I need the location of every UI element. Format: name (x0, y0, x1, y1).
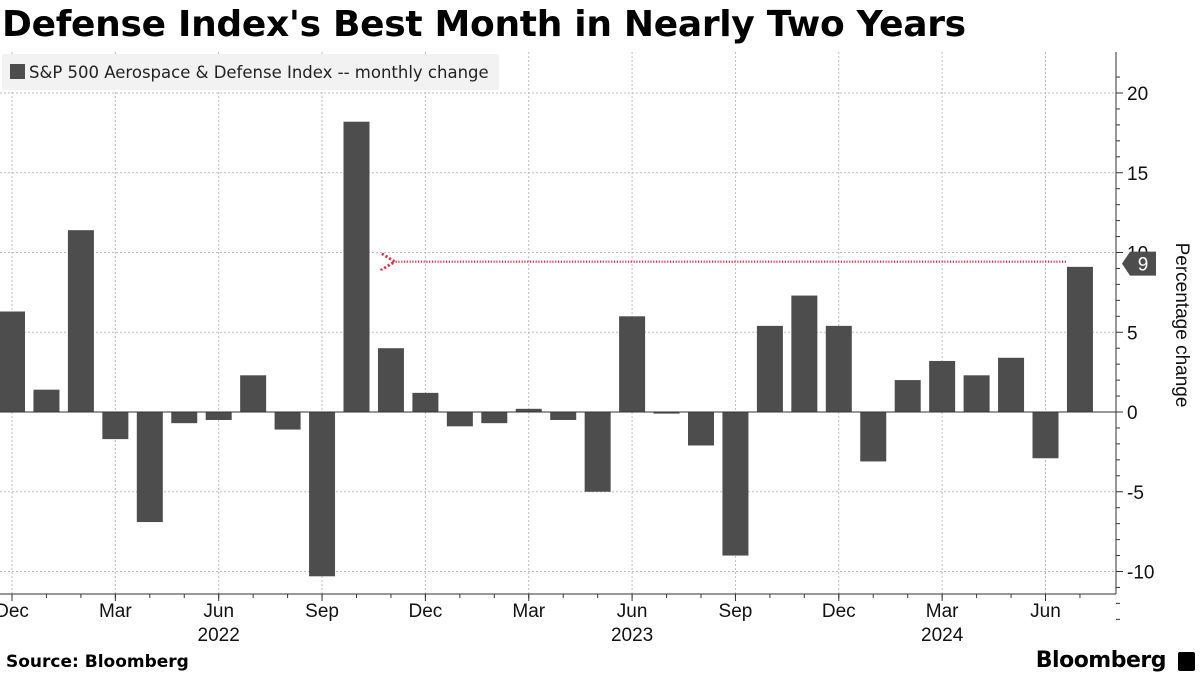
bar-2024-01 (860, 412, 887, 462)
bar-2022-08 (274, 412, 301, 430)
bar-2022-06 (205, 412, 232, 420)
x-tick-label: Sep (305, 601, 339, 622)
bar-2023-09 (722, 412, 749, 556)
x-year-label: 2024 (921, 625, 964, 646)
bar-2023-02 (481, 412, 508, 424)
legend-swatch (10, 64, 25, 79)
bar-2022-12 (412, 392, 439, 412)
bar-2023-05 (584, 412, 611, 492)
bar-2023-12 (825, 325, 852, 412)
grid-lines (0, 52, 1116, 594)
bar-2024-03 (929, 360, 956, 412)
y-axis-label: Percentage change (1171, 243, 1192, 408)
x-tick-label: Mar (512, 601, 545, 622)
bar-2022-07 (240, 375, 267, 412)
y-tick-label: -5 (1127, 483, 1144, 504)
bar-2022-01 (33, 389, 60, 412)
bar-2024-04 (963, 375, 990, 412)
y-tick-label: -10 (1127, 563, 1154, 584)
bloomberg-logo: Bloomberg (1035, 648, 1167, 673)
bar-2024-02 (894, 380, 921, 412)
axes: -10-505101520DecMarJunSepDecMarJunSepDec… (0, 52, 1154, 646)
annotation: 9 (393, 252, 1156, 276)
x-tick-label: Jun (1030, 601, 1061, 622)
x-tick-label: Mar (99, 601, 132, 622)
bar-2022-03 (102, 412, 129, 440)
bar-2022-11 (377, 348, 404, 412)
last-value-badge (1122, 251, 1156, 276)
bar-2024-07 (1066, 266, 1093, 412)
y-tick-label: 5 (1127, 323, 1138, 344)
x-tick-label: Dec (0, 601, 29, 622)
y-tick-label: 20 (1127, 84, 1148, 105)
x-tick-label: Dec (822, 601, 856, 622)
bar-2023-11 (791, 295, 818, 412)
x-year-label: 2023 (611, 625, 653, 646)
legend-label: S&P 500 Aerospace & Defense Index -- mon… (29, 63, 489, 82)
bar-2023-07 (653, 412, 680, 414)
bar-2022-02 (67, 230, 94, 412)
bar-2023-01 (446, 412, 473, 427)
source-note: Source: Bloomberg (6, 652, 189, 672)
bar-2024-05 (998, 357, 1025, 412)
bar-2022-04 (136, 412, 163, 523)
x-tick-label: Jun (617, 601, 648, 622)
x-year-label: 2022 (198, 625, 240, 646)
bars (0, 121, 1093, 577)
x-tick-label: Sep (719, 601, 753, 622)
bar-2023-06 (619, 316, 646, 412)
x-tick-label: Jun (203, 601, 234, 622)
bar-2022-10 (343, 121, 370, 413)
x-tick-label: Mar (926, 601, 959, 622)
bloomberg-terminal-icon (1178, 652, 1195, 671)
y-tick-label: 0 (1127, 403, 1138, 424)
y-tick-label: 15 (1127, 164, 1148, 185)
bar-2022-05 (171, 412, 198, 424)
bar-2023-03 (515, 408, 542, 412)
legend-background (2, 54, 499, 90)
last-value-label: 9 (1138, 255, 1149, 276)
bar-2022-09 (309, 412, 336, 577)
x-tick-label: Dec (409, 601, 443, 622)
bar-2021-12 (0, 311, 25, 412)
bar-2023-04 (550, 412, 577, 420)
legend: S&P 500 Aerospace & Defense Index -- mon… (2, 54, 499, 90)
bar-2024-06 (1032, 412, 1059, 459)
bar-2023-08 (688, 412, 714, 446)
chart-title: Defense Index's Best Month in Nearly Two… (2, 4, 966, 45)
bar-2023-10 (756, 325, 783, 412)
